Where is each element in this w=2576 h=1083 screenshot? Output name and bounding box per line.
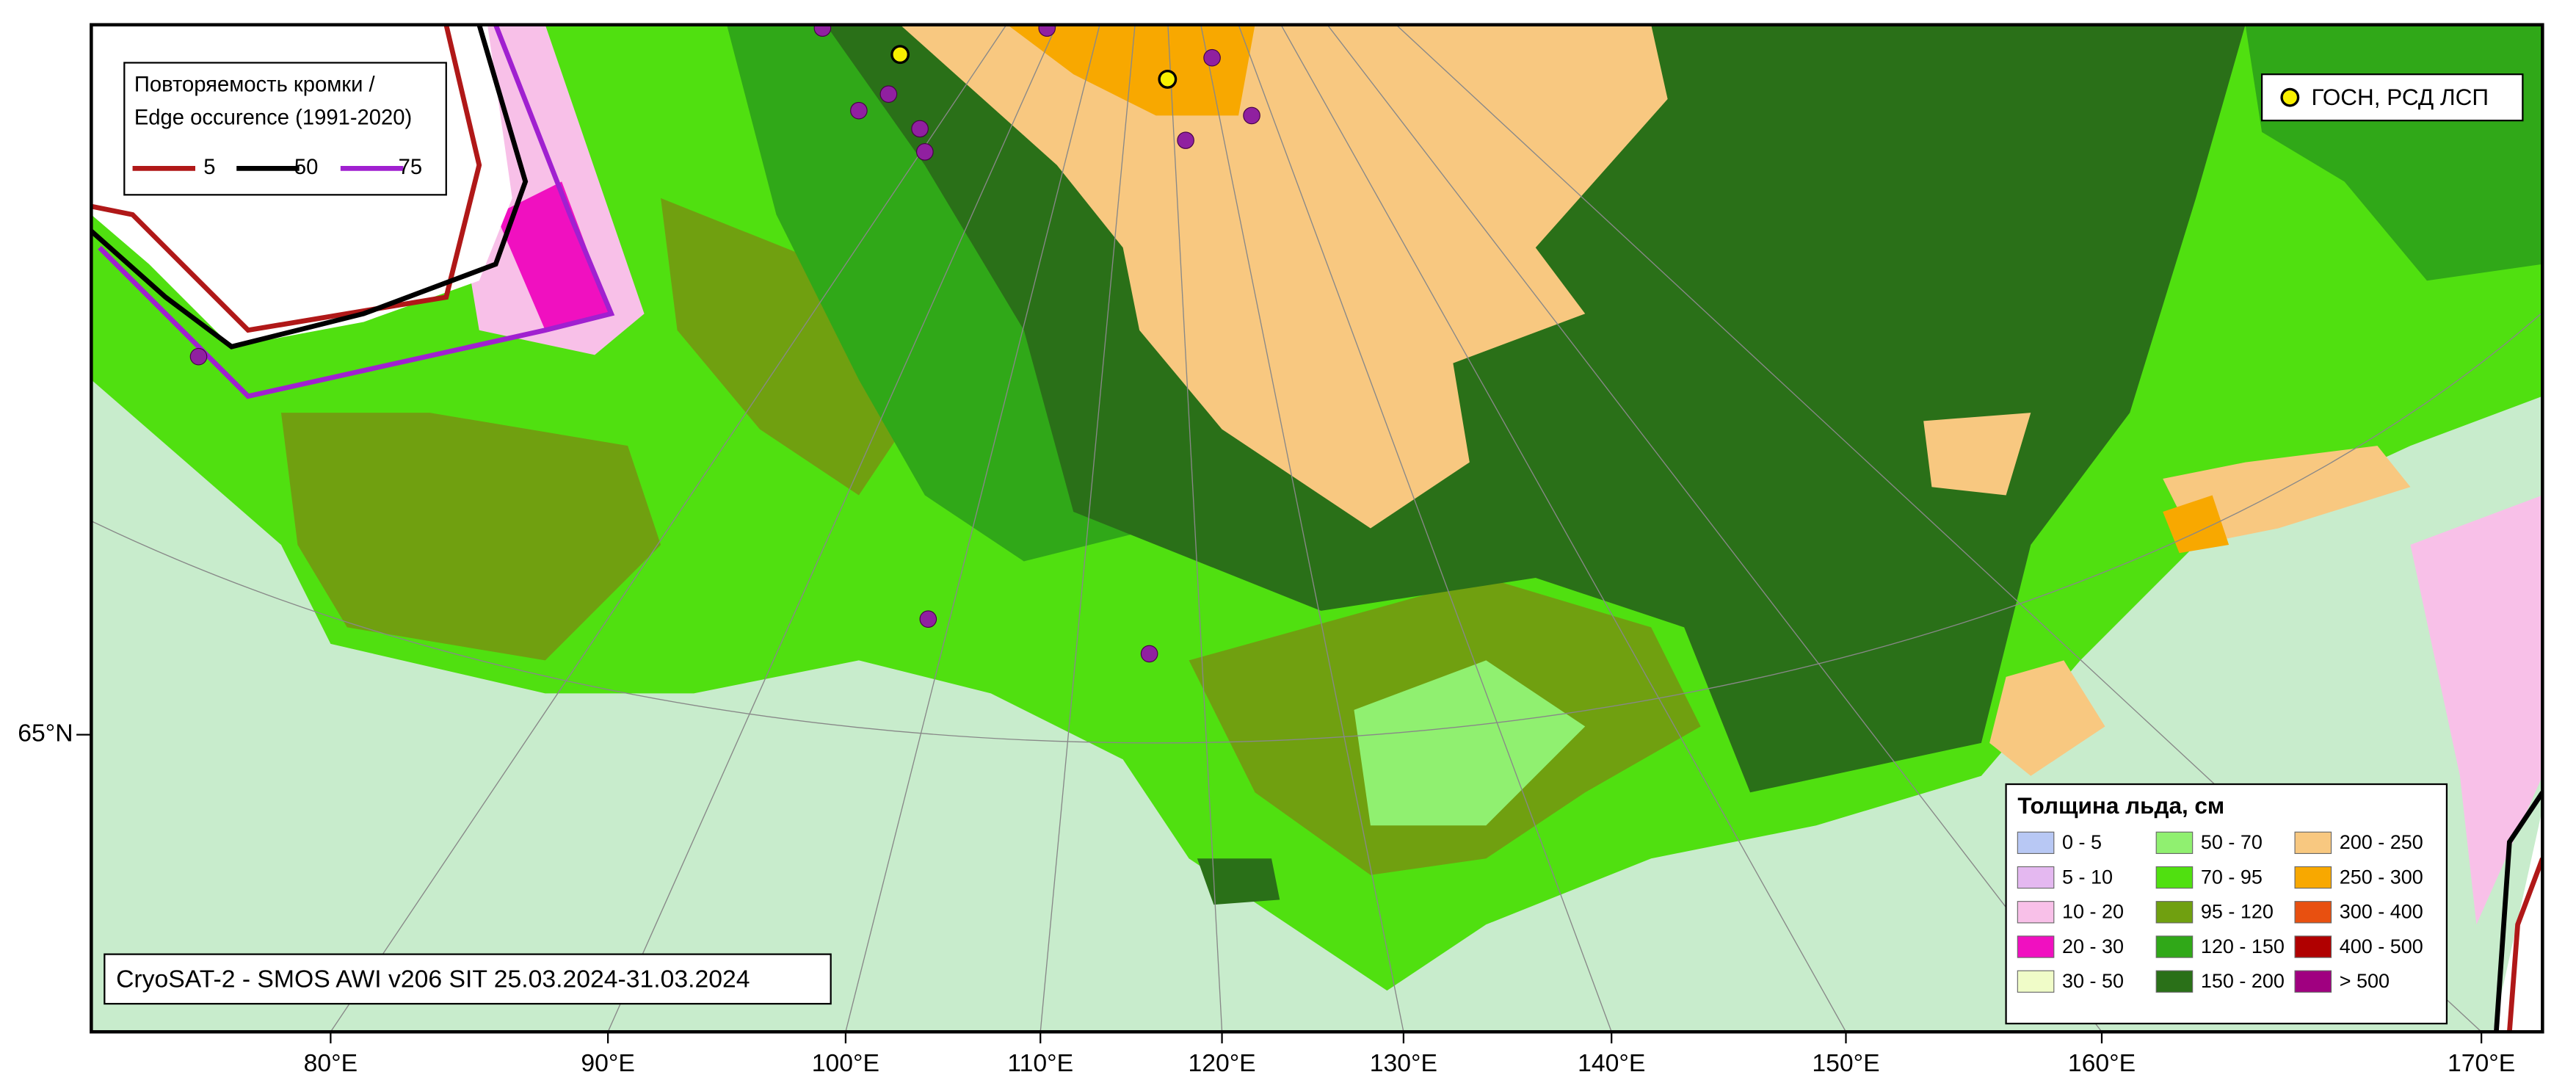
ice-120-150 xyxy=(727,24,1156,562)
legend-label: 400 - 500 xyxy=(2340,935,2423,957)
legend-title: Повторяемость кромки / xyxy=(134,73,376,97)
legend-swatch xyxy=(2017,901,2055,924)
lat-label: 65°N xyxy=(18,719,73,747)
legend-label: 5 - 10 xyxy=(2062,866,2113,888)
legend-box xyxy=(2005,783,2448,1025)
legend-label: 120 - 150 xyxy=(2201,935,2285,957)
lon-label: 170°E xyxy=(2448,1049,2515,1077)
station-gosn xyxy=(890,45,910,65)
legend-symbol xyxy=(2280,87,2300,107)
map-body xyxy=(91,24,2543,1032)
lon-label: 150°E xyxy=(1812,1049,1879,1077)
ice-50-70 xyxy=(1354,660,1586,826)
legend-label: 70 - 95 xyxy=(2201,866,2263,888)
legend-label: 200 - 250 xyxy=(2340,831,2423,853)
ice-250-300 xyxy=(2163,495,2229,554)
legend-box xyxy=(2260,73,2524,122)
edge-50 xyxy=(2494,791,2543,1032)
ice-20-30 xyxy=(496,181,612,330)
lon-label: 140°E xyxy=(1578,1049,1645,1077)
legend-swatch xyxy=(2017,831,2055,855)
ice-95-120 xyxy=(280,413,661,661)
legend-label: 50 - 70 xyxy=(2201,831,2263,853)
stations xyxy=(189,24,1260,663)
legend-label: 95 - 120 xyxy=(2201,901,2274,923)
legend-station: ГОСН, РСД ЛСП xyxy=(2260,73,2524,122)
legend-title: Толщина льда, см xyxy=(2017,793,2224,819)
legend-label: 50 xyxy=(294,156,319,179)
edge-50 xyxy=(91,24,529,349)
legend-swatch xyxy=(2017,935,2055,958)
edge-5 xyxy=(91,24,482,333)
ice-200-250 xyxy=(2163,446,2411,545)
ice-150-200 xyxy=(1197,858,1280,905)
legend-swatch xyxy=(2017,970,2055,993)
legend-label: > 500 xyxy=(2340,970,2390,992)
lon-label: 90°E xyxy=(581,1049,634,1077)
edge-75 xyxy=(98,24,615,399)
legend-label: 30 - 50 xyxy=(2062,970,2124,992)
legend-label: 5 xyxy=(203,156,215,179)
lon-label: 120°E xyxy=(1188,1049,1255,1077)
lon-label: 130°E xyxy=(1370,1049,1437,1077)
legend-box xyxy=(123,62,447,196)
ice-95-120 xyxy=(661,198,925,496)
ice-pink xyxy=(2410,495,2543,925)
legend-swatch xyxy=(2294,935,2332,958)
legend-swatch xyxy=(2294,831,2332,855)
map-frame xyxy=(90,23,2544,1034)
ice-200-250 xyxy=(1923,413,2031,496)
edge-5 xyxy=(2507,858,2543,1032)
legend-swatch xyxy=(2155,935,2194,958)
legend-swatch xyxy=(2155,901,2194,924)
lon-label: 80°E xyxy=(304,1049,358,1077)
legend-label: 20 - 30 xyxy=(2062,935,2124,957)
legend-swatch xyxy=(2294,970,2332,993)
legend-swatch xyxy=(2155,970,2194,993)
legend-swatch xyxy=(2017,866,2055,889)
legend-label: 75 xyxy=(399,156,423,179)
legend-thickness: Толщина льда, см 0 - 5 5 - 10 10 - 20 20 - 3… xyxy=(2005,783,2448,1025)
legend-swatch xyxy=(2155,866,2194,889)
legend-label: 0 - 5 xyxy=(2062,831,2102,853)
legend-label: 300 - 400 xyxy=(2340,901,2423,923)
lon-label: 110°E xyxy=(1007,1049,1073,1077)
caption-box xyxy=(104,953,832,1005)
ice-200-250 xyxy=(1989,660,2105,776)
lon-label: 160°E xyxy=(2068,1049,2136,1077)
legend-label: ГОСН, РСД ЛСП xyxy=(2312,84,2489,110)
station-gosn xyxy=(1158,69,1178,89)
legend-edge: Повторяемость кромки / Edge occurence (19… xyxy=(123,62,447,196)
legend-title: Edge occurence (1991-2020) xyxy=(134,106,412,130)
legend-swatch xyxy=(2294,866,2332,889)
legend-swatch xyxy=(2294,901,2332,924)
ice-200-250 xyxy=(900,24,1668,529)
axes: 80°E 90°E 100°E 110°E 120°E 130°E 140°E 150°E 16… xyxy=(18,719,2515,1077)
legend-swatch xyxy=(2155,831,2194,855)
legend-label: 250 - 300 xyxy=(2340,866,2423,888)
legend-label: 10 - 20 xyxy=(2062,901,2124,923)
lon-label: 100°E xyxy=(812,1049,879,1077)
legend-label: 150 - 200 xyxy=(2201,970,2285,992)
caption: CryoSAT-2 - SMOS AWI v206 SIT 25.03.2024… xyxy=(116,966,750,993)
